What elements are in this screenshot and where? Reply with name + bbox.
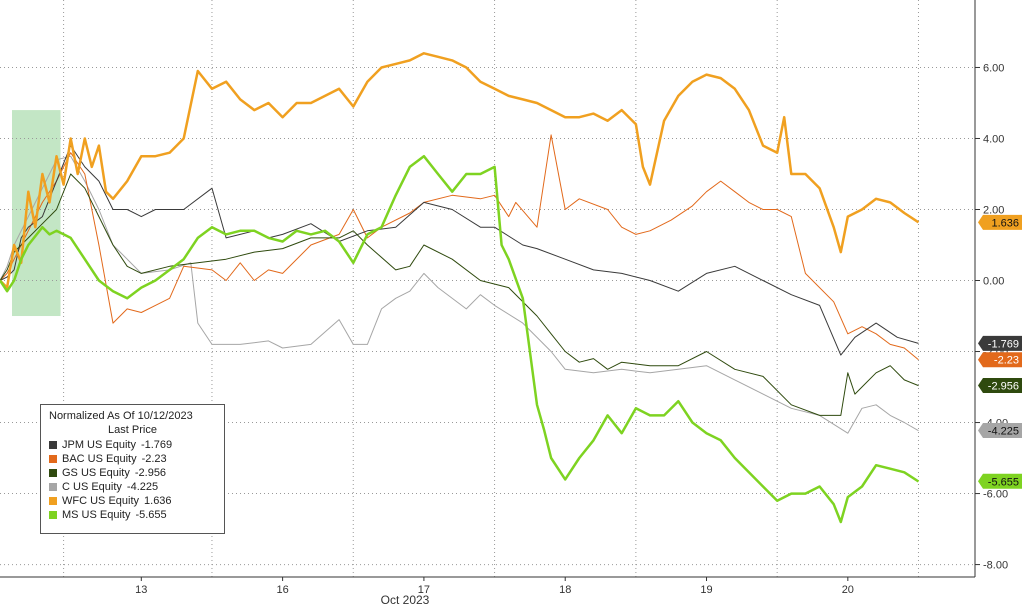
legend-series-name: WFC US Equity — [62, 495, 140, 507]
last-price-value: -4.225 — [988, 426, 1019, 438]
series-line-c — [0, 155, 919, 434]
series-line-ms — [0, 154, 920, 524]
legend-series-name: MS US Equity — [62, 509, 131, 521]
legend-last-price: -2.23 — [141, 453, 167, 465]
last-price-value: -1.769 — [988, 338, 1019, 350]
legend-swatch — [49, 469, 57, 477]
series-line-bac — [0, 134, 919, 361]
legend-swatch — [49, 455, 57, 463]
last-price-tag-wfc: 1.636 — [978, 214, 1022, 230]
legend-title: Normalized As Of 10/12/2023 — [49, 410, 193, 422]
legend-last-price: -5.655 — [135, 509, 167, 521]
series-line-gs — [0, 173, 919, 416]
x-tick-label: 16 — [276, 584, 288, 596]
legend-series-name: BAC US Equity — [62, 453, 137, 465]
x-axis-label: Oct 2023 — [381, 593, 430, 607]
legend-last-price: 1.636 — [144, 495, 172, 507]
last-price-tag-bg — [978, 335, 1022, 351]
y-tick-label: 6.00 — [983, 62, 1004, 74]
x-tick-label: 18 — [559, 584, 571, 596]
last-price-tag-bg — [978, 377, 1022, 393]
legend-series-name: C US Equity — [62, 481, 122, 493]
x-tick-label: 17 — [418, 584, 430, 596]
y-tick-label: -8.00 — [983, 560, 1008, 572]
legend-series-name: JPM US Equity — [62, 439, 136, 451]
y-tick-label: 2.00 — [983, 204, 1004, 216]
legend-swatch — [49, 441, 57, 449]
legend: Normalized As Of 10/12/2023 Last Price J… — [40, 404, 225, 534]
series-line-wfc — [0, 52, 920, 289]
series-line-jpm — [0, 145, 919, 356]
legend-item: BAC US Equity -2.23 — [49, 452, 216, 466]
legend-item: MS US Equity -5.655 — [49, 508, 216, 522]
last-price-tag-bg — [978, 423, 1022, 439]
y-tick-label: -6.00 — [983, 489, 1008, 501]
x-tick-label: 19 — [700, 584, 712, 596]
legend-item: JPM US Equity -1.769 — [49, 438, 216, 452]
legend-swatch — [49, 483, 57, 491]
y-tick-label: 0.00 — [983, 276, 1004, 288]
legend-subtitle: Last Price — [108, 424, 157, 436]
y-tick-label: 4.00 — [983, 133, 1004, 145]
last-price-tag-bg — [978, 214, 1022, 230]
last-price-value: -5.655 — [988, 476, 1019, 488]
last-price-value: -2.956 — [988, 380, 1019, 392]
legend-swatch — [49, 497, 57, 505]
last-price-tag-bac: -2.23 — [978, 352, 1022, 368]
legend-item: GS US Equity -2.956 — [49, 466, 216, 480]
last-price-tag-jpm: -1.769 — [978, 335, 1022, 351]
legend-swatch — [49, 511, 57, 519]
last-price-tag-bg — [978, 352, 1022, 368]
legend-series-name: GS US Equity — [62, 467, 130, 479]
last-price-tag-bg — [978, 473, 1022, 489]
x-tick-label: 13 — [135, 584, 147, 596]
last-price-tag-gs: -2.956 — [978, 377, 1022, 393]
last-price-value: 1.636 — [991, 217, 1019, 229]
legend-last-price: -1.769 — [140, 439, 173, 451]
legend-last-price: -4.225 — [126, 481, 159, 493]
last-price-tag-ms: -5.655 — [978, 473, 1022, 489]
legend-item: WFC US Equity 1.636 — [49, 494, 216, 508]
legend-last-price: -2.956 — [134, 467, 167, 479]
x-tick-label: 20 — [842, 584, 854, 596]
last-price-value: -2.23 — [994, 355, 1019, 367]
legend-item: C US Equity -4.225 — [49, 480, 216, 494]
last-price-tag-c: -4.225 — [978, 423, 1022, 439]
